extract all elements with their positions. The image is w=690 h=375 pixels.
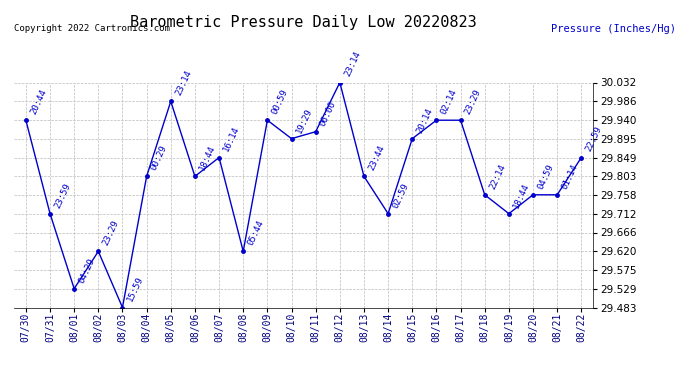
Text: 19:29: 19:29 bbox=[295, 106, 314, 135]
Text: 02:59: 02:59 bbox=[391, 182, 411, 210]
Text: 18:44: 18:44 bbox=[512, 182, 531, 210]
Text: 23:29: 23:29 bbox=[101, 219, 121, 247]
Text: 06:00: 06:00 bbox=[319, 99, 338, 128]
Text: Pressure (Inches/Hg): Pressure (Inches/Hg) bbox=[551, 24, 676, 34]
Text: 04:29: 04:29 bbox=[77, 256, 97, 285]
Text: 00:29: 00:29 bbox=[150, 144, 169, 172]
Text: 04:59: 04:59 bbox=[536, 162, 555, 190]
Text: 23:44: 23:44 bbox=[367, 144, 386, 172]
Text: 18:44: 18:44 bbox=[198, 144, 217, 172]
Text: 23:59: 23:59 bbox=[53, 182, 72, 210]
Text: 02:14: 02:14 bbox=[440, 88, 459, 116]
Text: 20:14: 20:14 bbox=[415, 106, 435, 135]
Text: 20:44: 20:44 bbox=[29, 88, 48, 116]
Text: 16:14: 16:14 bbox=[222, 125, 242, 153]
Text: 00:59: 00:59 bbox=[270, 88, 290, 116]
Text: 01:14: 01:14 bbox=[560, 162, 580, 190]
Text: 23:29: 23:29 bbox=[464, 88, 483, 116]
Text: Barometric Pressure Daily Low 20220823: Barometric Pressure Daily Low 20220823 bbox=[130, 15, 477, 30]
Text: 23:14: 23:14 bbox=[174, 69, 193, 97]
Text: 15:59: 15:59 bbox=[126, 275, 145, 303]
Text: 22:59: 22:59 bbox=[584, 125, 604, 153]
Text: 22:14: 22:14 bbox=[488, 162, 507, 190]
Text: Copyright 2022 Cartronics.com: Copyright 2022 Cartronics.com bbox=[14, 24, 170, 33]
Text: 23:14: 23:14 bbox=[343, 50, 362, 78]
Text: 05:44: 05:44 bbox=[246, 219, 266, 247]
